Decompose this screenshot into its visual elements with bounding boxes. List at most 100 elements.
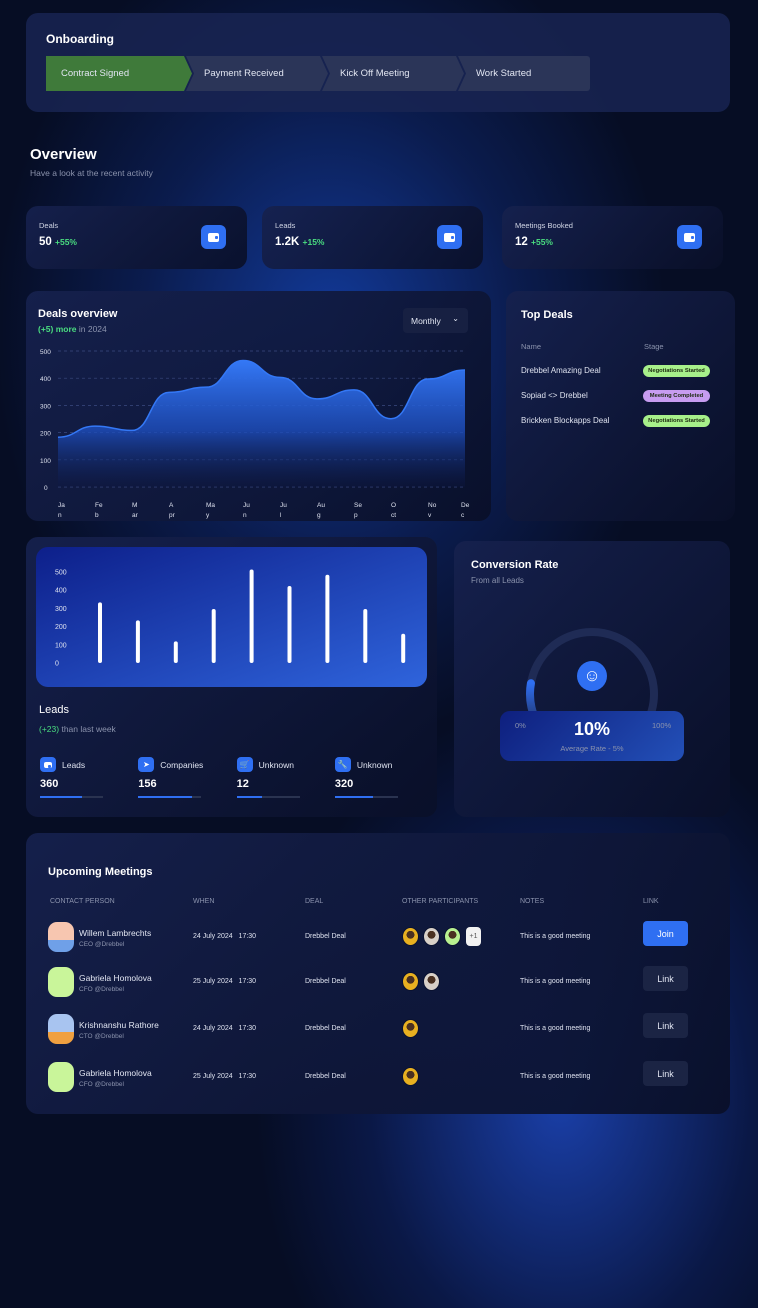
participant-avatar[interactable] [423, 972, 440, 991]
rocket-icon: ➤ [138, 757, 155, 772]
x-tick-label: O [391, 502, 396, 509]
column-header: WHEN [193, 898, 215, 905]
y-tick-label: 500 [55, 570, 67, 577]
x-tick-label-wrap: l [280, 512, 282, 519]
participant-avatar[interactable] [444, 927, 461, 946]
period-dropdown[interactable]: Monthly ⌄ [403, 308, 468, 333]
meeting-time: 17:30 [238, 978, 257, 985]
onboarding-step[interactable]: Work Started [458, 56, 590, 91]
conversion-value: 10% [573, 719, 611, 739]
x-tick-label-wrap: b [95, 512, 99, 519]
contact-role: CEO @Drebbel [79, 941, 125, 948]
onboarding-step[interactable]: Contract Signed [46, 56, 192, 91]
bar [135, 620, 140, 663]
bar [249, 569, 254, 663]
stat-card: Deals 50 +55% [26, 206, 247, 269]
leads-subtitle: (+23) than last week [39, 724, 116, 734]
lead-stat-value: 12 [236, 778, 249, 790]
join-button[interactable]: Join [643, 921, 688, 946]
leads-highlight: (+23) [39, 724, 60, 734]
top-deals-card [506, 291, 735, 521]
meeting-time: 17:30 [238, 1025, 257, 1032]
bar [173, 641, 178, 663]
lead-stat-value: 320 [334, 778, 354, 790]
conversion-subtitle: From all Leads [471, 576, 524, 585]
wallet-icon [437, 225, 462, 249]
y-tick-label: 100 [40, 458, 51, 465]
contact-name: Krishnanshu Rathore [79, 1020, 159, 1030]
stat-card: Leads 1.2K +15% [262, 206, 483, 269]
meeting-notes: This is a good meeting [520, 1025, 591, 1032]
participant-avatar[interactable] [402, 1067, 419, 1086]
onboarding-step[interactable]: Kick Off Meeting [322, 56, 464, 91]
column-header: OTHER PARTICIPANTS [402, 898, 479, 905]
y-tick-label: 200 [40, 431, 51, 438]
period-value: Monthly [411, 315, 441, 326]
meeting-deal: Drebbel Deal [305, 1025, 346, 1032]
x-tick-label-wrap: ar [132, 512, 139, 519]
participant-avatar[interactable] [402, 927, 419, 946]
bar [287, 586, 292, 663]
x-tick-label: Ma [206, 502, 215, 509]
stat-value: 12 [515, 236, 528, 248]
step-label: Kick Off Meeting [340, 68, 410, 79]
contact-name: Gabriela Homolova [79, 1068, 152, 1078]
lead-stat-label: Unknown [258, 760, 295, 770]
y-tick-label: 0 [44, 485, 48, 492]
x-tick-label: M [132, 502, 137, 509]
page-title: Overview [30, 146, 97, 163]
meeting-deal: Drebbel Deal [305, 978, 346, 985]
col-stage: Stage [644, 342, 664, 351]
lead-stat-label: Companies [160, 760, 204, 770]
lead-progress [138, 796, 202, 798]
onboarding-step[interactable]: Payment Received [186, 56, 328, 91]
x-tick-label: No [428, 502, 437, 509]
deals-area-chart: 500 400 300 200 100 0 Ja n Fe b Mar Apr Ma y Ju n Ju l Au g… [40, 349, 470, 519]
meetings-title: Upcoming Meetings [48, 866, 153, 878]
conversion-title: Conversion Rate [471, 559, 559, 571]
participant-avatar[interactable] [402, 972, 419, 991]
meeting-date: 25 July 2024 [193, 978, 233, 985]
link-button[interactable]: Link [643, 1013, 688, 1038]
deal-name[interactable]: Sopiad <> Drebbel [521, 391, 588, 400]
meeting-time: 17:30 [238, 1073, 257, 1080]
step-label: Payment Received [204, 68, 284, 79]
extra-participants[interactable]: +1 [466, 927, 481, 946]
meeting-date: 25 July 2024 [193, 1073, 233, 1080]
contact-name: Willem Lambrechts [79, 928, 152, 938]
contact-role: CFO @Drebbel [79, 1081, 124, 1088]
deal-name[interactable]: Drebbel Amazing Deal [521, 366, 601, 375]
y-tick-label: 200 [55, 624, 67, 631]
step-label: Work Started [476, 68, 532, 79]
x-tick-label: De [461, 502, 470, 509]
step-label: Contract Signed [61, 68, 130, 79]
smile-icon: ☺ [577, 661, 607, 691]
bar [325, 574, 330, 663]
meeting-deal: Drebbel Deal [305, 933, 346, 940]
stat-value: 50 [39, 236, 52, 248]
bar [401, 633, 406, 663]
lead-progress [236, 796, 300, 798]
lead-progress [40, 796, 103, 798]
cart-icon: 🛒 [236, 757, 253, 772]
participant-avatar[interactable] [423, 927, 440, 946]
stat-change: +55% [531, 237, 553, 247]
deal-name[interactable]: Brickken Blockapps Deal [521, 416, 610, 425]
leads-title: Leads [39, 704, 69, 716]
link-button[interactable]: Link [643, 966, 688, 991]
y-tick-label: 0 [55, 661, 59, 668]
stage-badge: Negotiations Started [643, 415, 710, 427]
gauge-min: 0% [515, 721, 526, 730]
meeting-deal: Drebbel Deal [305, 1073, 346, 1080]
link-button[interactable]: Link [643, 1061, 688, 1086]
contact-role: CTO @Drebbel [79, 1033, 124, 1040]
avatar [48, 1062, 74, 1092]
x-tick-label-wrap: pr [169, 512, 176, 519]
lead-stat-label: Leads [62, 760, 86, 770]
x-tick-label: Ju [243, 502, 250, 509]
participant-avatar[interactable] [402, 1019, 419, 1038]
lead-stat-value: 156 [138, 778, 157, 790]
leads-suffix: than last week [61, 724, 116, 734]
column-header: LINK [643, 898, 659, 905]
x-tick-label: Fe [95, 502, 103, 509]
